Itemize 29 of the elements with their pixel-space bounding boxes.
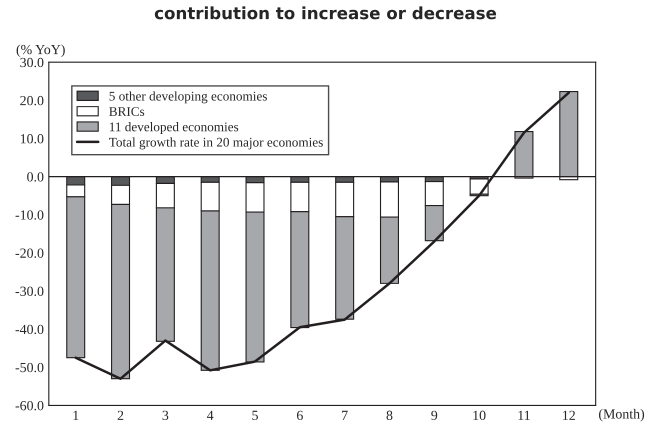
x-tick-label: 5	[252, 410, 258, 420]
y-tick-label: -10.0	[16, 210, 44, 220]
y-tick-label: -30.0	[16, 286, 44, 296]
y-tick-label: 0.0	[27, 172, 44, 182]
y-axis-title: (% YoY)	[16, 44, 65, 58]
legend-label: 11 developed economies	[110, 122, 238, 134]
x-tick-label: 4	[206, 410, 214, 420]
y-tick-label: -40.0	[16, 324, 44, 334]
y-tick-label: -20.0	[16, 248, 44, 258]
legend-label: 5 other developing economies	[110, 91, 267, 104]
y-tick-label: 10.0	[20, 134, 44, 144]
x-tick-label: 9	[431, 410, 438, 420]
x-tick-label: 3	[162, 410, 168, 420]
x-tick-label: 11	[518, 410, 530, 420]
x-tick-label: 7	[342, 410, 348, 420]
x-tick-label: 1	[73, 410, 78, 420]
y-tick-label: -60.0	[16, 400, 44, 410]
x-tick-label: 6	[296, 410, 303, 420]
legend-label: Total growth rate in 20 major economies	[109, 137, 323, 150]
y-tick-label: 30.0	[20, 58, 44, 68]
x-tick-label: 8	[386, 410, 392, 420]
x-tick-label: 10	[473, 410, 486, 420]
x-tick-label: 12	[563, 410, 575, 420]
chart-title: contribution to increase or decrease	[154, 6, 496, 20]
legend-label: BRICs	[109, 107, 144, 116]
y-tick-label: -50.0	[16, 362, 44, 372]
x-tick-label: 2	[118, 410, 124, 420]
x-axis-title: (Month)	[599, 408, 644, 422]
y-tick-label: 20.0	[20, 96, 44, 106]
